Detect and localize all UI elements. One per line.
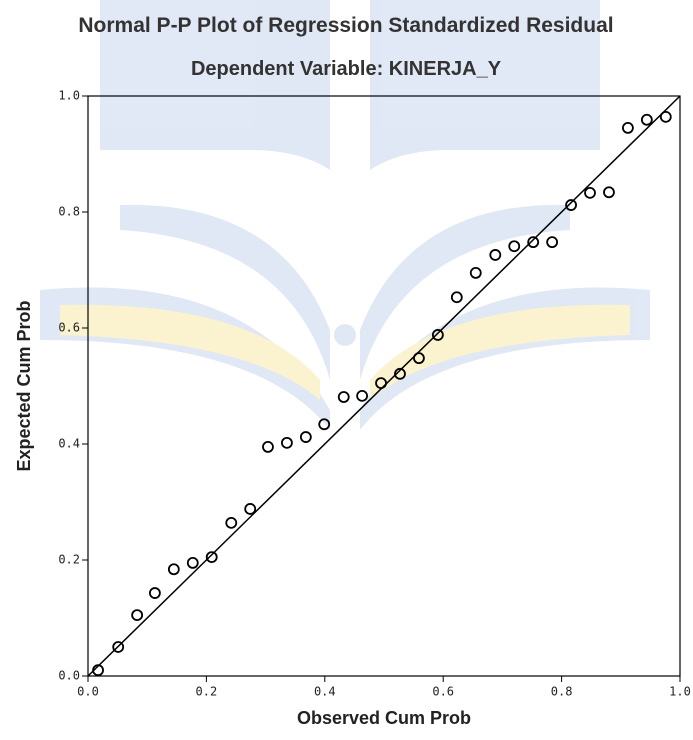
point (471, 268, 481, 278)
y-tick-label: 0.6 (58, 321, 80, 335)
point (282, 438, 292, 448)
x-tick-label: 0.8 (551, 685, 573, 699)
point (585, 188, 595, 198)
chart-subtitle: Dependent Variable: KINERJA_Y (191, 58, 502, 80)
point (301, 432, 311, 442)
point (226, 518, 236, 528)
point (207, 552, 217, 562)
point (490, 250, 500, 260)
point (547, 237, 557, 247)
point (132, 610, 142, 620)
point (509, 241, 519, 251)
point (245, 504, 255, 514)
chart: Normal P-P Plot of Regression Standardiz… (0, 0, 693, 740)
point (623, 123, 633, 133)
y-axis-label: Expected Cum Prob (14, 300, 34, 471)
y-tick-label: 0.2 (58, 553, 80, 567)
y-tick-label: 0.4 (58, 437, 80, 451)
point (661, 112, 671, 122)
x-tick-label: 0.6 (432, 685, 454, 699)
x-tick-label: 0.2 (196, 685, 218, 699)
point (188, 558, 198, 568)
y-tick-label: 1.0 (58, 89, 80, 103)
point (263, 442, 273, 452)
y-tick-label: 0.0 (58, 669, 80, 683)
x-tick-label: 0.4 (314, 685, 336, 699)
watermark-shape (334, 324, 356, 346)
x-axis-label: Observed Cum Prob (297, 708, 471, 728)
point (150, 588, 160, 598)
point (169, 564, 179, 574)
chart-title: Normal P-P Plot of Regression Standardiz… (78, 14, 613, 37)
x-tick-label: 0.0 (77, 685, 99, 699)
point (339, 392, 349, 402)
y-tick-label: 0.8 (58, 205, 80, 219)
point (642, 115, 652, 125)
point (528, 237, 538, 247)
point (357, 391, 367, 401)
x-tick-label: 1.0 (669, 685, 691, 699)
point (604, 187, 614, 197)
point (452, 292, 462, 302)
